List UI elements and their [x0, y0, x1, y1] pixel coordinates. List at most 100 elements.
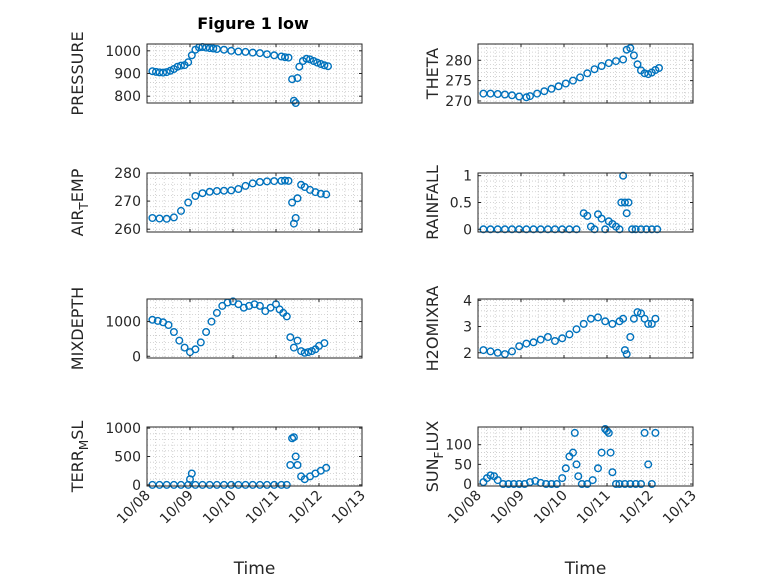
data-point [304, 348, 313, 357]
data-point [565, 330, 574, 339]
data-point [288, 75, 297, 84]
series-rainfall [479, 171, 662, 234]
data-point [586, 314, 595, 323]
data-point [619, 314, 628, 323]
data-point [162, 214, 171, 223]
y-tick-label: 4 [463, 293, 472, 309]
data-point [322, 463, 331, 472]
data-point [590, 225, 599, 234]
data-point [526, 92, 535, 101]
data-point [583, 211, 592, 220]
y-tick-label: 1000 [105, 315, 141, 331]
data-point [184, 198, 193, 207]
data-point [655, 63, 664, 72]
data-point [486, 347, 495, 356]
data-point [572, 225, 581, 234]
data-point [281, 176, 290, 185]
data-point [322, 190, 331, 199]
plot-area [147, 173, 362, 232]
data-point [479, 346, 488, 355]
y-tick-label: 1000 [105, 44, 141, 60]
data-point [148, 315, 157, 324]
data-point [169, 328, 178, 337]
data-point [293, 461, 302, 470]
data-point [540, 87, 549, 96]
data-point [620, 480, 629, 489]
data-point [227, 186, 236, 195]
subplot-pressure: 800 900 1000 PRESSURE [68, 31, 363, 116]
data-point [606, 448, 615, 457]
data-point [508, 347, 517, 356]
subplot-mixdepth: 0 1000 MIXDEPTH [68, 287, 363, 370]
data-point [637, 480, 646, 489]
data-point [255, 301, 264, 310]
y-tick-label: 800 [114, 89, 141, 105]
data-point [619, 171, 628, 180]
data-point [293, 336, 302, 345]
data-point [619, 55, 628, 64]
data-point [597, 62, 606, 71]
data-point [569, 448, 578, 457]
data-point [291, 213, 300, 222]
data-point [313, 58, 322, 67]
data-point [597, 214, 606, 223]
data-point [590, 65, 599, 74]
data-point [620, 198, 629, 207]
data-point [320, 61, 329, 70]
x-tick-label: 10/08 [445, 488, 485, 528]
data-point [604, 59, 613, 68]
series-air-temp [148, 176, 331, 228]
data-point [241, 181, 250, 190]
data-point [626, 44, 635, 53]
data-point [594, 313, 603, 322]
data-point [583, 69, 592, 78]
data-point [486, 471, 495, 480]
y-axis-label: H2OMIXRA [423, 286, 442, 372]
data-point [176, 206, 185, 215]
data-point [629, 51, 638, 60]
data-point [633, 60, 642, 69]
data-point [651, 314, 660, 323]
data-point [608, 319, 617, 328]
data-point [162, 68, 171, 77]
data-point [631, 225, 640, 234]
data-point [300, 348, 309, 357]
y-tick-label: 1 [463, 169, 472, 185]
series-h2omixra [479, 308, 660, 359]
data-point [577, 480, 586, 489]
data-point [536, 335, 545, 344]
data-point [291, 452, 300, 461]
subplot-air-temp: 260 270 280 AIRTEMP [68, 166, 363, 238]
data-point [594, 464, 603, 473]
data-point [289, 343, 298, 352]
data-point [198, 189, 207, 198]
grid [477, 43, 694, 103]
data-point [515, 480, 524, 489]
data-point [191, 345, 200, 354]
data-point [234, 300, 243, 309]
data-point [245, 301, 254, 310]
x-tick-label: 10/10 [531, 488, 571, 528]
data-point [281, 53, 290, 62]
data-point [173, 62, 182, 71]
x-tick-label: 10/09 [157, 488, 197, 528]
data-point [620, 346, 629, 355]
data-point [626, 333, 635, 342]
data-point [522, 339, 531, 348]
y-axis-label: MIXDEPTH [68, 287, 87, 370]
data-point [644, 460, 653, 469]
data-point [277, 480, 286, 489]
data-point [239, 303, 248, 312]
data-point [629, 314, 638, 323]
data-point [286, 333, 295, 342]
data-point [572, 325, 581, 334]
data-point [324, 62, 333, 71]
y-tick-label: 260 [114, 222, 141, 238]
data-point [187, 51, 196, 60]
data-point [640, 314, 649, 323]
data-point [612, 480, 621, 489]
data-point [588, 476, 597, 485]
y-tick-label: 2 [463, 346, 472, 362]
